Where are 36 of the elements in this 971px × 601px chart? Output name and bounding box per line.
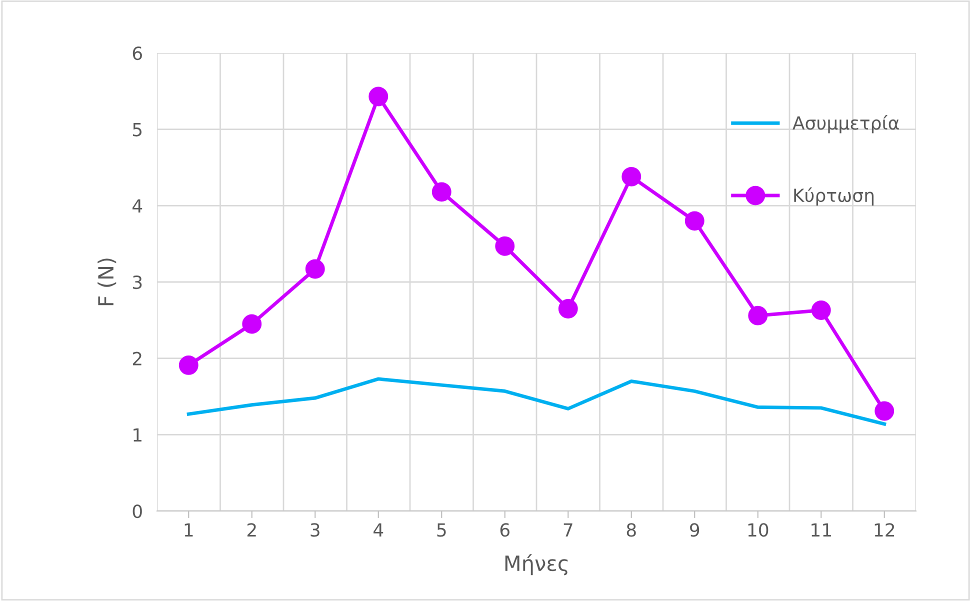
x-tick-label: 7 — [564, 523, 572, 537]
x-tick-label: 4 — [374, 523, 384, 537]
legend-label: Κύρτωση — [794, 187, 874, 206]
x-tick-label: 10 — [748, 523, 768, 537]
point — [558, 298, 578, 318]
y-tick-label: 0 — [132, 504, 142, 518]
x-tick-label: 6 — [500, 523, 510, 537]
y-tick-label: 4 — [132, 199, 142, 213]
point — [495, 236, 515, 256]
point — [748, 306, 768, 326]
point — [684, 211, 704, 231]
point — [242, 314, 262, 334]
legend-label: Ασυμμετρία — [792, 115, 899, 134]
y-tick-label: 6 — [132, 46, 142, 60]
y-tick-label: 1 — [134, 428, 142, 442]
y-axis-title: F (N) — [98, 258, 116, 306]
point — [622, 166, 642, 186]
x-axis-title: Μήνες — [505, 554, 568, 576]
point — [178, 355, 198, 375]
point — [874, 401, 894, 421]
y-tick-label: 2 — [132, 352, 142, 366]
x-tick-label: 5 — [437, 523, 446, 537]
y-tick-label: 5 — [133, 123, 142, 136]
point — [305, 259, 325, 279]
y-tick-label: 3 — [133, 275, 142, 290]
line-series — [186, 377, 886, 426]
x-tick-label: 2 — [247, 523, 256, 537]
x-tick-label: 8 — [626, 523, 636, 537]
x-tick-label: 3 — [310, 523, 320, 537]
point — [811, 300, 831, 320]
point — [368, 86, 388, 106]
x-tick-label: 12 — [874, 523, 894, 537]
x-tick-label: 1 — [184, 523, 193, 537]
x-tick-label: 11 — [812, 523, 831, 537]
point — [432, 182, 452, 202]
x-tick-label: 9 — [690, 523, 700, 537]
